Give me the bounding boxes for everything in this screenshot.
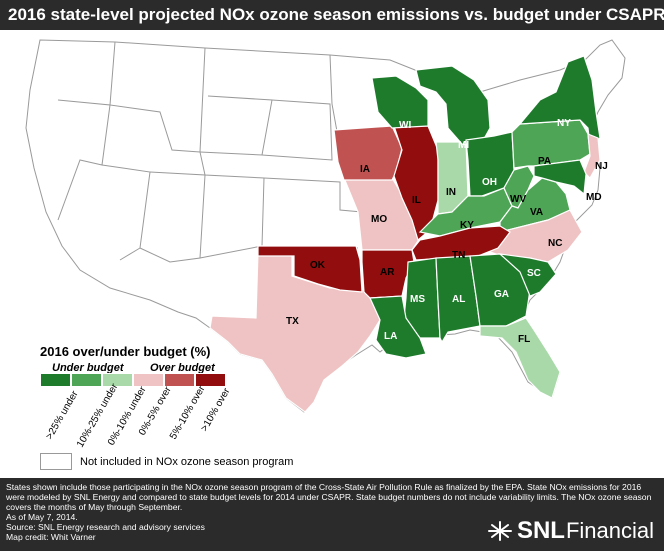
- legend-swatch: [195, 373, 226, 387]
- state-label-MD: MD: [586, 192, 602, 203]
- logo-snl: SNL: [516, 517, 565, 544]
- footer-credit: Map credit: Whit Varner: [6, 532, 96, 542]
- legend-title: 2016 over/under budget (%): [40, 344, 211, 359]
- state-shape-IL: [393, 125, 439, 242]
- legend-swatches: [40, 373, 226, 387]
- footer: States shown include those participating…: [0, 478, 664, 551]
- state-shape-WI: [371, 75, 429, 129]
- state-label-KY: KY: [460, 220, 474, 231]
- state-label-VA: VA: [530, 207, 543, 218]
- state-label-MS: MS: [410, 294, 425, 305]
- state-label-WI: WI: [399, 120, 411, 131]
- footer-notes: States shown include those participating…: [6, 482, 656, 542]
- state-label-IN: IN: [446, 187, 456, 198]
- not-included-swatch: [40, 453, 72, 470]
- state-label-NJ: NJ: [595, 161, 608, 172]
- state-label-IL: IL: [412, 195, 421, 206]
- legend-swatch: [40, 373, 71, 387]
- state-label-WV: WV: [510, 194, 526, 205]
- legend-swatch: [133, 373, 164, 387]
- state-shape-OK: [257, 245, 363, 293]
- state-label-OK: OK: [310, 260, 326, 271]
- state-label-IA: IA: [360, 164, 370, 175]
- legend-swatch: [102, 373, 133, 387]
- logo-financial: Financial: [565, 518, 654, 543]
- state-label-TX: TX: [286, 316, 299, 327]
- snl-starburst-icon: [487, 521, 512, 541]
- snl-financial-logo: SNL Financial: [487, 517, 654, 545]
- state-shape-SC: [498, 253, 557, 297]
- state-shape-FL: [479, 317, 561, 399]
- footer-methodology: States shown include those participating…: [6, 482, 652, 512]
- legend-swatch: [71, 373, 102, 387]
- legend-swatch: [164, 373, 195, 387]
- not-included-label: Not included in NOx ozone season program: [80, 455, 294, 468]
- us-map: WI MI NY OH PA NJ MD WV VA KY IN IL IA M…: [25, 39, 626, 413]
- state-label-AL: AL: [452, 294, 465, 305]
- legend-under-label: Under budget: [52, 362, 124, 374]
- state-label-LA: LA: [384, 331, 397, 342]
- state-label-NY: NY: [557, 118, 571, 129]
- state-shape-NJ: [583, 133, 601, 179]
- footer-source: Source: SNL Energy research and advisory…: [6, 522, 205, 532]
- state-label-NC: NC: [548, 238, 562, 249]
- state-labels: WI MI NY OH PA NJ MD WV VA KY IN IL IA M…: [286, 118, 608, 345]
- state-shape-LA: [369, 295, 427, 359]
- footer-date: As of May 7, 2014.: [6, 512, 78, 522]
- state-label-MO: MO: [371, 214, 387, 225]
- state-shape-MD: [533, 159, 587, 196]
- legend-not-included: Not included in NOx ozone season program: [40, 453, 293, 470]
- map-title: 2016 state-level projected NOx ozone sea…: [0, 0, 664, 30]
- state-label-PA: PA: [538, 156, 551, 167]
- state-label-GA: GA: [494, 289, 509, 300]
- legend-over-label: Over budget: [150, 362, 215, 374]
- state-label-TN: TN: [452, 250, 465, 261]
- state-label-FL: FL: [518, 334, 530, 345]
- state-label-SC: SC: [527, 268, 541, 279]
- state-label-OH: OH: [482, 177, 497, 188]
- state-shape-NY: [518, 55, 601, 148]
- state-label-AR: AR: [380, 267, 395, 278]
- state-label-MI: MI: [458, 140, 469, 151]
